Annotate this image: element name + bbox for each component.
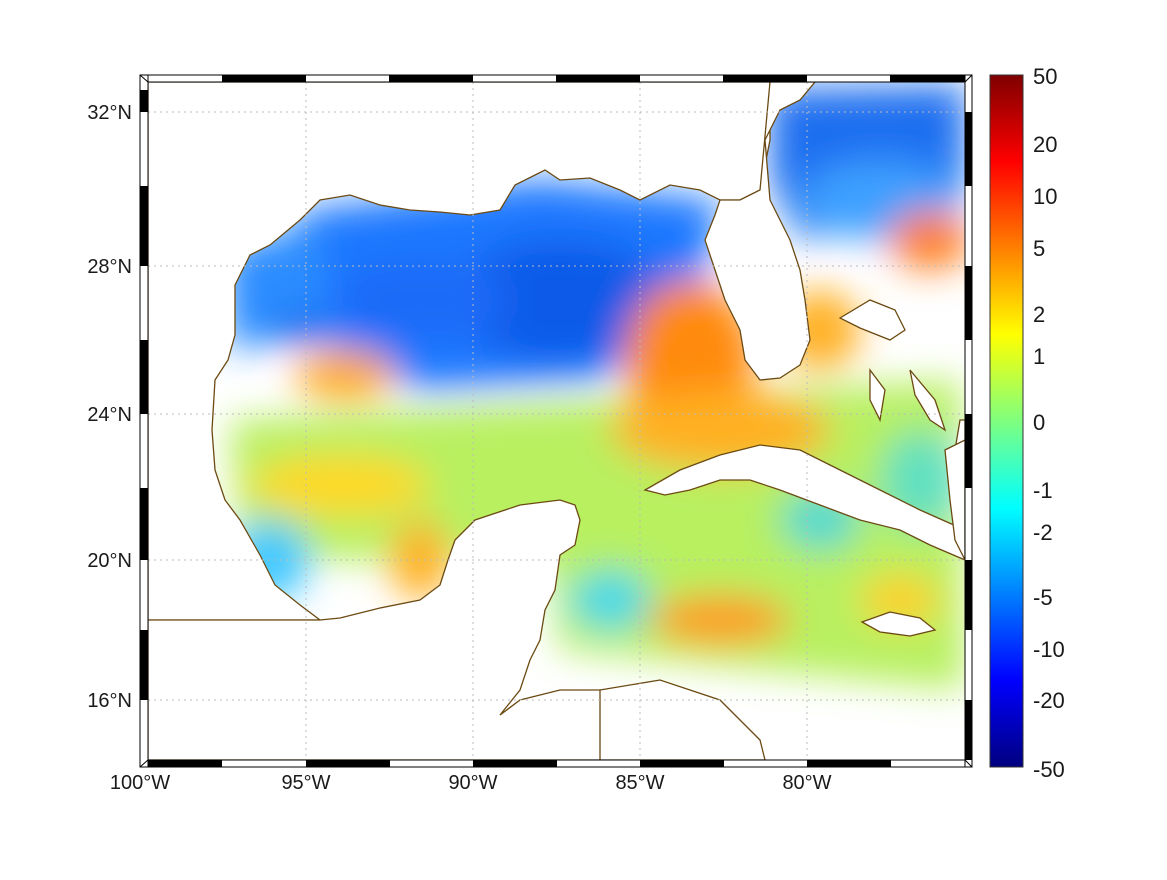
- x-tick-label: 100°W: [110, 772, 170, 794]
- y-tick-label: 32°N: [87, 102, 132, 124]
- colorbar: 50 20 10 5 2 1 0 -1 -2 -5 -10 -20 -50: [989, 64, 1065, 782]
- y-tick-label: 16°N: [87, 690, 132, 712]
- colorbar-label: -5: [1033, 585, 1053, 610]
- land-masses: [148, 82, 965, 760]
- colorbar-label: 0: [1033, 410, 1045, 435]
- x-axis-labels: 100°W 95°W 90°W 85°W 80°W: [110, 772, 832, 794]
- colorbar-label: -1: [1033, 478, 1053, 503]
- colorbar-label: 10: [1033, 184, 1057, 209]
- x-tick-label: 90°W: [448, 772, 497, 794]
- colorbar-label: -50: [1033, 757, 1065, 782]
- colorbar-label: 50: [1033, 64, 1057, 89]
- colorbar-label: -10: [1033, 637, 1065, 662]
- y-axis-labels: 32°N 28°N 24°N 20°N 16°N: [87, 102, 132, 712]
- colorbar-label: 2: [1033, 302, 1045, 327]
- y-tick-label: 28°N: [87, 256, 132, 278]
- colorbar-label: -20: [1033, 688, 1065, 713]
- colorbar-label: 1: [1033, 344, 1045, 369]
- x-tick-label: 85°W: [615, 772, 664, 794]
- colorbar-label: 5: [1033, 236, 1045, 261]
- grid-lines: [148, 82, 965, 760]
- colorbar-label: 20: [1033, 132, 1057, 157]
- y-tick-label: 20°N: [87, 550, 132, 572]
- x-tick-label: 95°W: [281, 772, 330, 794]
- y-tick-label: 24°N: [87, 404, 132, 426]
- x-tick-label: 80°W: [782, 772, 831, 794]
- map-frame: [139, 74, 973, 768]
- colorbar-label: -2: [1033, 520, 1053, 545]
- colorbar-gradient: [989, 74, 1024, 768]
